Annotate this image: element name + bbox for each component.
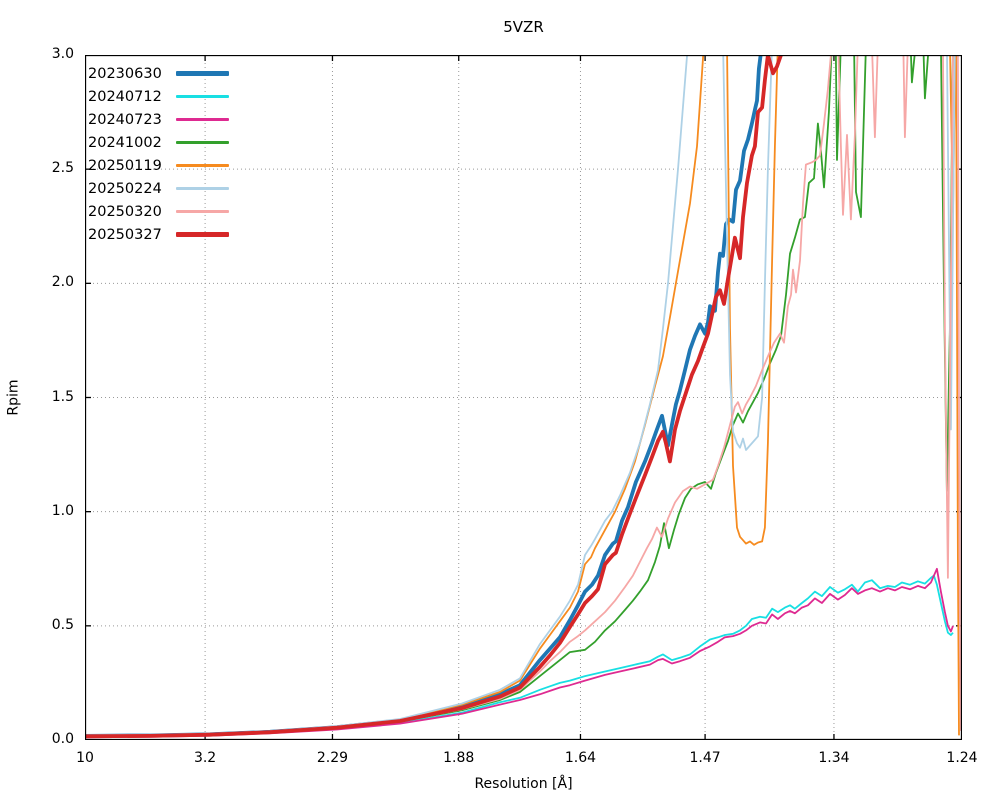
legend-line-sample: [176, 164, 229, 167]
legend-item: 20241002: [88, 131, 229, 154]
x-tick-label: 1.34: [818, 750, 850, 766]
legend-line-sample: [176, 95, 229, 98]
legend-item: 20250224: [88, 177, 229, 200]
legend-line-sample: [176, 187, 229, 190]
x-tick-label: 1.47: [689, 750, 721, 766]
y-tick-label: 0.0: [51, 731, 74, 747]
plot-area: [85, 55, 962, 740]
y-tick-label: 0.5: [51, 616, 74, 633]
x-tick-label: 1.24: [946, 750, 978, 766]
series-line-20240723: [85, 567, 954, 739]
legend-line-sample: [176, 210, 229, 213]
y-axis-label: Rpim: [5, 379, 22, 416]
series-line-20240712: [85, 574, 954, 738]
legend-label: 20250327: [88, 226, 162, 243]
series-line-20250320: [85, 55, 962, 738]
x-tick-label: 2.29: [316, 750, 349, 766]
legend-label: 20230630: [88, 65, 162, 82]
series-line-20241002: [85, 55, 954, 738]
legend-line-sample: [176, 71, 229, 76]
plot-border: [85, 55, 962, 740]
legend-label: 20250119: [88, 157, 162, 174]
y-tick-label: 1.0: [51, 502, 74, 519]
legend-item: 20250119: [88, 154, 229, 177]
legend-line-sample: [176, 232, 229, 237]
legend-item: 20250320: [88, 200, 229, 223]
x-tick-label: 1.64: [564, 750, 597, 766]
legend-label: 20241002: [88, 134, 162, 151]
legend-item: 20230630: [88, 62, 229, 85]
x-tick-label: 1.88: [443, 750, 475, 766]
y-tick-label: 1.5: [51, 388, 74, 405]
x-tick-label: 10: [76, 750, 94, 766]
x-axis-label: Resolution [Å]: [474, 776, 573, 792]
series-line-20250327: [85, 55, 783, 739]
legend: 20230630 20240712 20240723 20241002 20250119…: [88, 62, 229, 246]
x-tick-label: 3.2: [193, 750, 217, 766]
y-tick-label: 2.5: [51, 160, 74, 177]
y-tick-label: 3.0: [51, 46, 74, 62]
legend-line-sample: [176, 118, 229, 121]
legend-item: 20250327: [88, 223, 229, 246]
chart-title: 5VZR: [503, 18, 544, 36]
legend-item: 20240712: [88, 85, 229, 108]
y-tick-label: 2.0: [51, 274, 74, 291]
legend-label: 20240723: [88, 111, 162, 128]
legend-item: 20240723: [88, 108, 229, 131]
legend-label: 20240712: [88, 88, 162, 105]
series-line-20250224: [85, 55, 956, 737]
legend-label: 20250320: [88, 203, 162, 220]
legend-line-sample: [176, 141, 229, 144]
legend-label: 20250224: [88, 180, 162, 197]
